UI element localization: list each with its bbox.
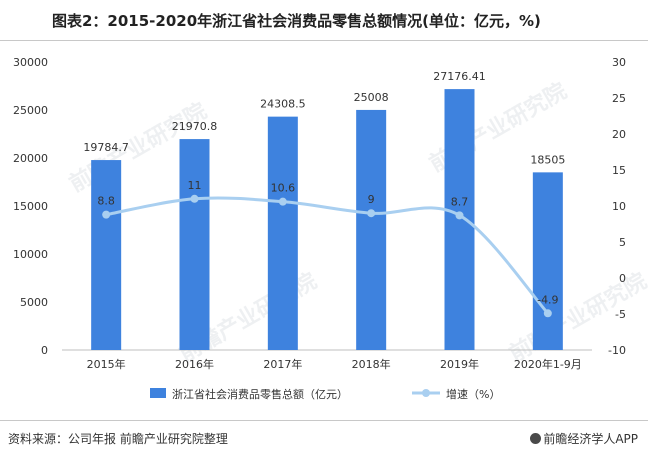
y-right-tick-label: 10 — [612, 200, 626, 213]
y-left-tick-label: 20000 — [13, 152, 48, 165]
brand-logo-icon — [530, 433, 542, 444]
y-right-tick-label: 25 — [612, 92, 626, 105]
brand-label: 前瞻经济学人APP — [530, 430, 638, 447]
growth-point — [367, 209, 376, 218]
y-left-tick-label: 30000 — [13, 56, 48, 69]
growth-line — [105, 196, 549, 315]
growth-point — [455, 211, 464, 220]
growth-point — [278, 197, 287, 206]
bar — [267, 116, 298, 350]
bar-value-label: 18505 — [530, 153, 565, 166]
line-value-label: 10.6 — [271, 182, 296, 195]
line-value-label: 8.7 — [451, 195, 469, 208]
y-right-tick-label: 30 — [612, 56, 626, 69]
line-value-label: 8.8 — [97, 195, 115, 208]
growth-point — [190, 194, 199, 203]
brand-text: 前瞻经济学人APP — [543, 432, 638, 446]
x-tick-label: 2018年 — [352, 357, 391, 371]
bar — [356, 109, 387, 350]
y-left-tick-label: 15000 — [13, 200, 48, 213]
bar — [179, 139, 210, 350]
y-left-tick-label: 25000 — [13, 104, 48, 117]
bar-value-label: 24308.5 — [260, 98, 306, 111]
bar-value-label: 27176.41 — [433, 70, 486, 83]
bar-value-label: 25008 — [354, 91, 389, 104]
title-divider — [0, 40, 648, 41]
y-right-tick-label: -10 — [608, 344, 626, 357]
chart-svg: 0 5000 10000 15000 20000 25000 30000 -10 -5 0 5 10 1… — [13, 56, 626, 401]
growth-point — [102, 210, 111, 219]
legend-line-marker — [422, 389, 430, 397]
chart-title: 图表2：2015-2020年浙江省社会消费品零售总额情况(单位：亿元，%) — [52, 12, 541, 30]
footer-divider — [0, 420, 648, 421]
legend-bar-swatch — [150, 388, 166, 398]
y-right-tick-label: 20 — [612, 128, 626, 141]
growth-point — [543, 309, 552, 318]
bar — [532, 172, 563, 350]
bar-value-label: 21970.8 — [172, 120, 218, 133]
y-left-tick-label: 5000 — [20, 296, 48, 309]
line-value-label: 9 — [368, 193, 375, 206]
y-right-tick-label: 15 — [612, 164, 626, 177]
x-tick-label: 2016年 — [175, 357, 214, 371]
line-value-label: -4.9 — [537, 293, 558, 306]
source-note: 资料来源：公司年报 前瞻产业研究院整理 — [8, 432, 228, 446]
bar-value-label: 19784.7 — [83, 141, 129, 154]
y-left-tick-label: 0 — [41, 344, 48, 357]
x-tick-label: 2019年 — [440, 357, 479, 371]
x-tick-label: 2015年 — [87, 357, 126, 371]
y-left-tick-label: 10000 — [13, 248, 48, 261]
y-right-tick-label: 0 — [619, 272, 626, 285]
bar — [91, 160, 122, 350]
y-right-tick-label: -5 — [615, 308, 626, 321]
legend-line-label: 增速（%） — [446, 387, 500, 401]
x-tick-label: 2020年1-9月 — [514, 357, 582, 371]
bar — [444, 89, 475, 351]
line-value-label: 11 — [188, 179, 202, 192]
y-right-tick-label: 5 — [619, 236, 626, 249]
legend-bar-label: 浙江省社会消费品零售总额（亿元） — [172, 387, 348, 401]
x-tick-label: 2017年 — [263, 357, 302, 371]
